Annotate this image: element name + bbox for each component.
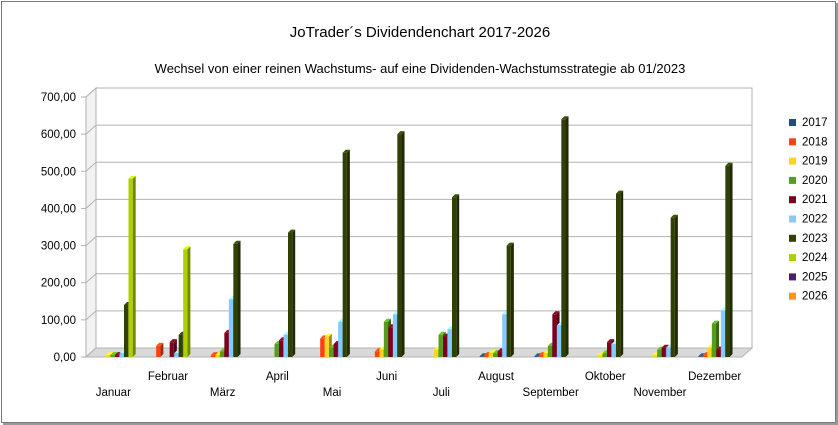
bar: [616, 190, 624, 357]
gridline: [85, 273, 752, 284]
gridline: [85, 198, 752, 209]
gridline: [85, 347, 752, 358]
y-tick-label: 100,00: [41, 315, 76, 327]
plot-walls: [84, 86, 754, 359]
gridline: [85, 310, 752, 321]
gridline: [85, 87, 752, 98]
y-tick-label: 0,00: [54, 352, 76, 364]
legend-label: 2018: [802, 136, 828, 148]
bar: [670, 214, 678, 357]
bar: [725, 162, 733, 357]
x-axis-ticks: Januar Februar März April Mai Juni Juli August S…: [96, 371, 742, 399]
x-tick-label: November: [633, 387, 686, 399]
legend-swatch: [789, 138, 796, 146]
x-tick-label: April: [266, 371, 289, 383]
gridlines: [81, 87, 752, 358]
side-wall: [85, 86, 97, 359]
back-wall: [95, 87, 753, 349]
bar: [233, 240, 241, 357]
legend-swatch: [789, 176, 796, 184]
x-tick-label: Januar: [96, 387, 131, 399]
x-tick-label: Oktober: [585, 371, 626, 383]
legend-label: 2019: [802, 156, 828, 168]
bar: [452, 194, 460, 357]
chart-title: JoTrader´s Dividendenchart 2017-2026: [290, 24, 550, 41]
y-tick-label: 400,00: [41, 203, 76, 215]
legend-label: 2025: [802, 271, 828, 283]
legend-swatch: [789, 254, 796, 262]
legend-label: 2026: [802, 291, 828, 303]
legend-label: 2020: [802, 175, 828, 187]
legend-swatch: [789, 273, 796, 281]
legend-label: 2024: [802, 252, 828, 264]
legend-label: 2017: [802, 117, 828, 129]
bar: [288, 229, 296, 357]
y-tick-label: 500,00: [41, 166, 76, 178]
gridline: [85, 124, 752, 135]
x-tick-label: Juni: [376, 371, 397, 383]
legend-swatch: [789, 292, 796, 300]
bar: [342, 149, 350, 357]
bars: [106, 116, 733, 358]
y-tick-label: 700,00: [41, 92, 76, 104]
legend-swatch: [789, 234, 796, 242]
x-tick-label: Mai: [323, 387, 342, 399]
legend-swatch: [789, 196, 796, 204]
bar: [561, 116, 569, 358]
x-tick-label: September: [523, 387, 579, 399]
bar: [183, 246, 191, 357]
x-tick-label: Februar: [148, 371, 188, 383]
legend-label: 2023: [802, 233, 828, 245]
legend: 2017 2018 2019 2020 2021 2022 2023 2024 2025 2026: [789, 117, 828, 303]
bar: [156, 342, 164, 357]
bar: [506, 242, 514, 357]
x-tick-label: Juli: [433, 387, 450, 399]
gridline: [85, 236, 752, 246]
bar: [397, 131, 405, 357]
y-tick-label: 600,00: [41, 129, 76, 141]
gridline: [85, 161, 752, 172]
legend-swatch: [789, 215, 796, 223]
legend-label: 2021: [802, 194, 828, 206]
legend-swatch: [789, 119, 796, 126]
legend-label: 2022: [802, 214, 828, 226]
x-tick-label: März: [210, 387, 236, 399]
y-axis-ticks: 0,00 100,00 200,00 300,00 400,00 500,00 600,00…: [41, 92, 76, 364]
chart-subtitle: Wechsel von einer reinen Wachstums- auf …: [155, 61, 686, 76]
y-tick-label: 300,00: [41, 241, 76, 253]
x-tick-label: Dezember: [688, 371, 741, 383]
legend-swatch: [789, 157, 796, 165]
y-tick-label: 200,00: [41, 278, 76, 290]
bar: [128, 175, 136, 357]
x-tick-label: August: [478, 371, 515, 383]
